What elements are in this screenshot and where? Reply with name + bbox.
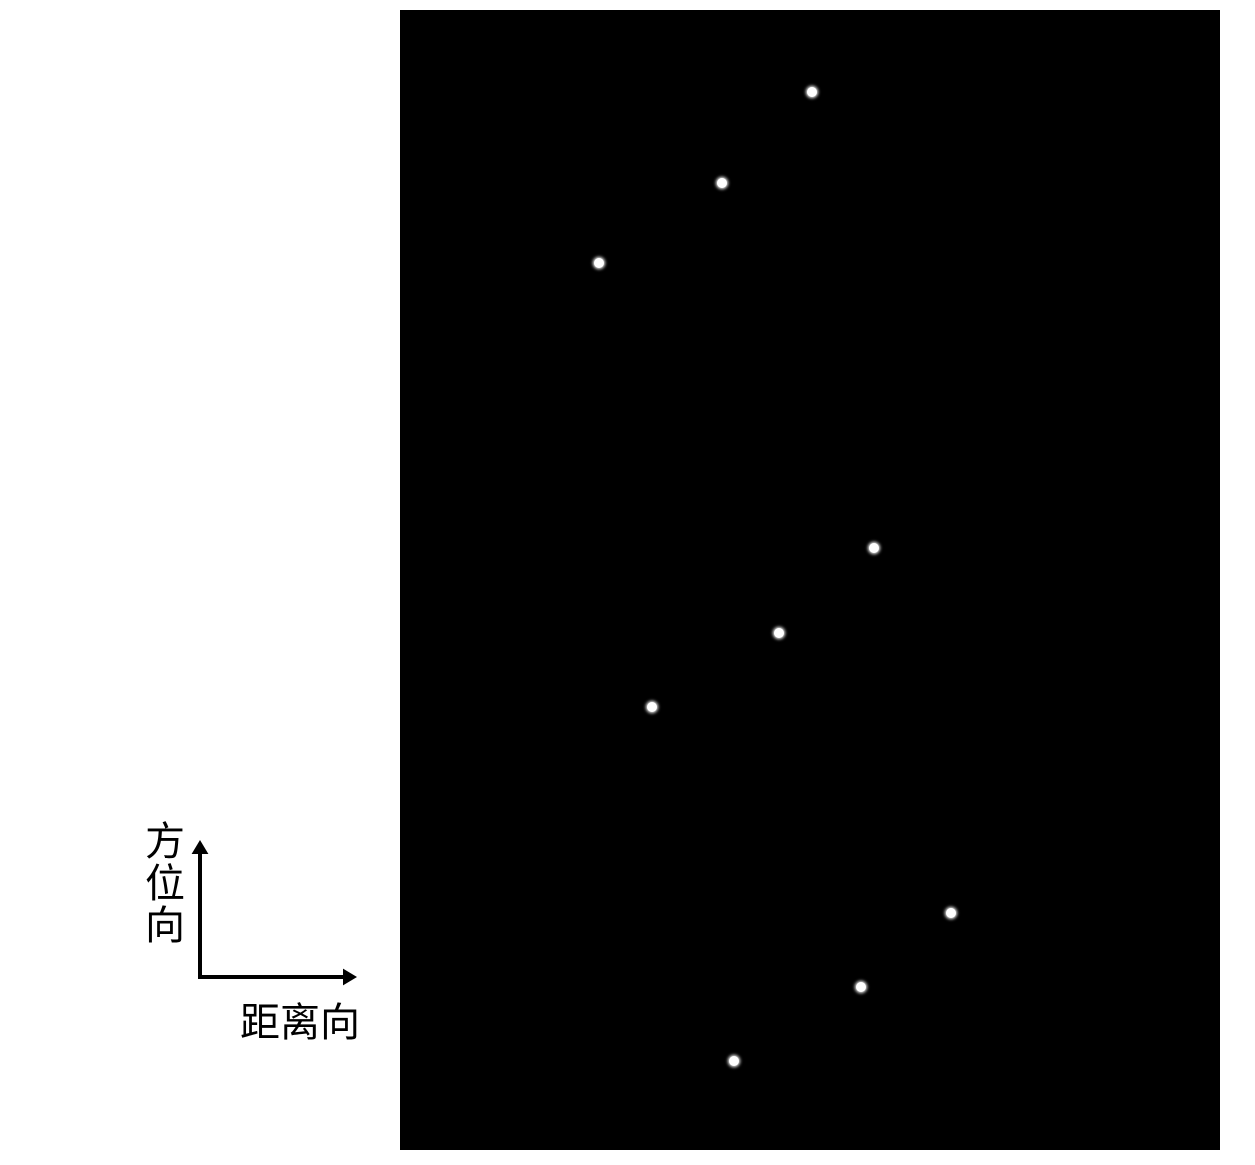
scatter-point	[647, 702, 657, 712]
scatter-point	[774, 628, 784, 638]
axis-indicator	[190, 832, 365, 987]
axis-arrows-icon	[190, 832, 365, 987]
scatter-point	[729, 1056, 739, 1066]
axis-label-y: 方位向	[140, 820, 182, 946]
scatter-point	[869, 543, 879, 553]
scatter-point	[594, 258, 604, 268]
figure-root: 方位向 距离向	[0, 0, 1255, 1165]
scatter-point	[807, 87, 817, 97]
scatter-point	[946, 908, 956, 918]
plot-area	[400, 10, 1220, 1150]
scatter-point	[717, 178, 727, 188]
scatter-point	[856, 982, 866, 992]
plot-background	[402, 12, 1218, 1148]
axis-label-x: 距离向	[240, 990, 360, 1048]
